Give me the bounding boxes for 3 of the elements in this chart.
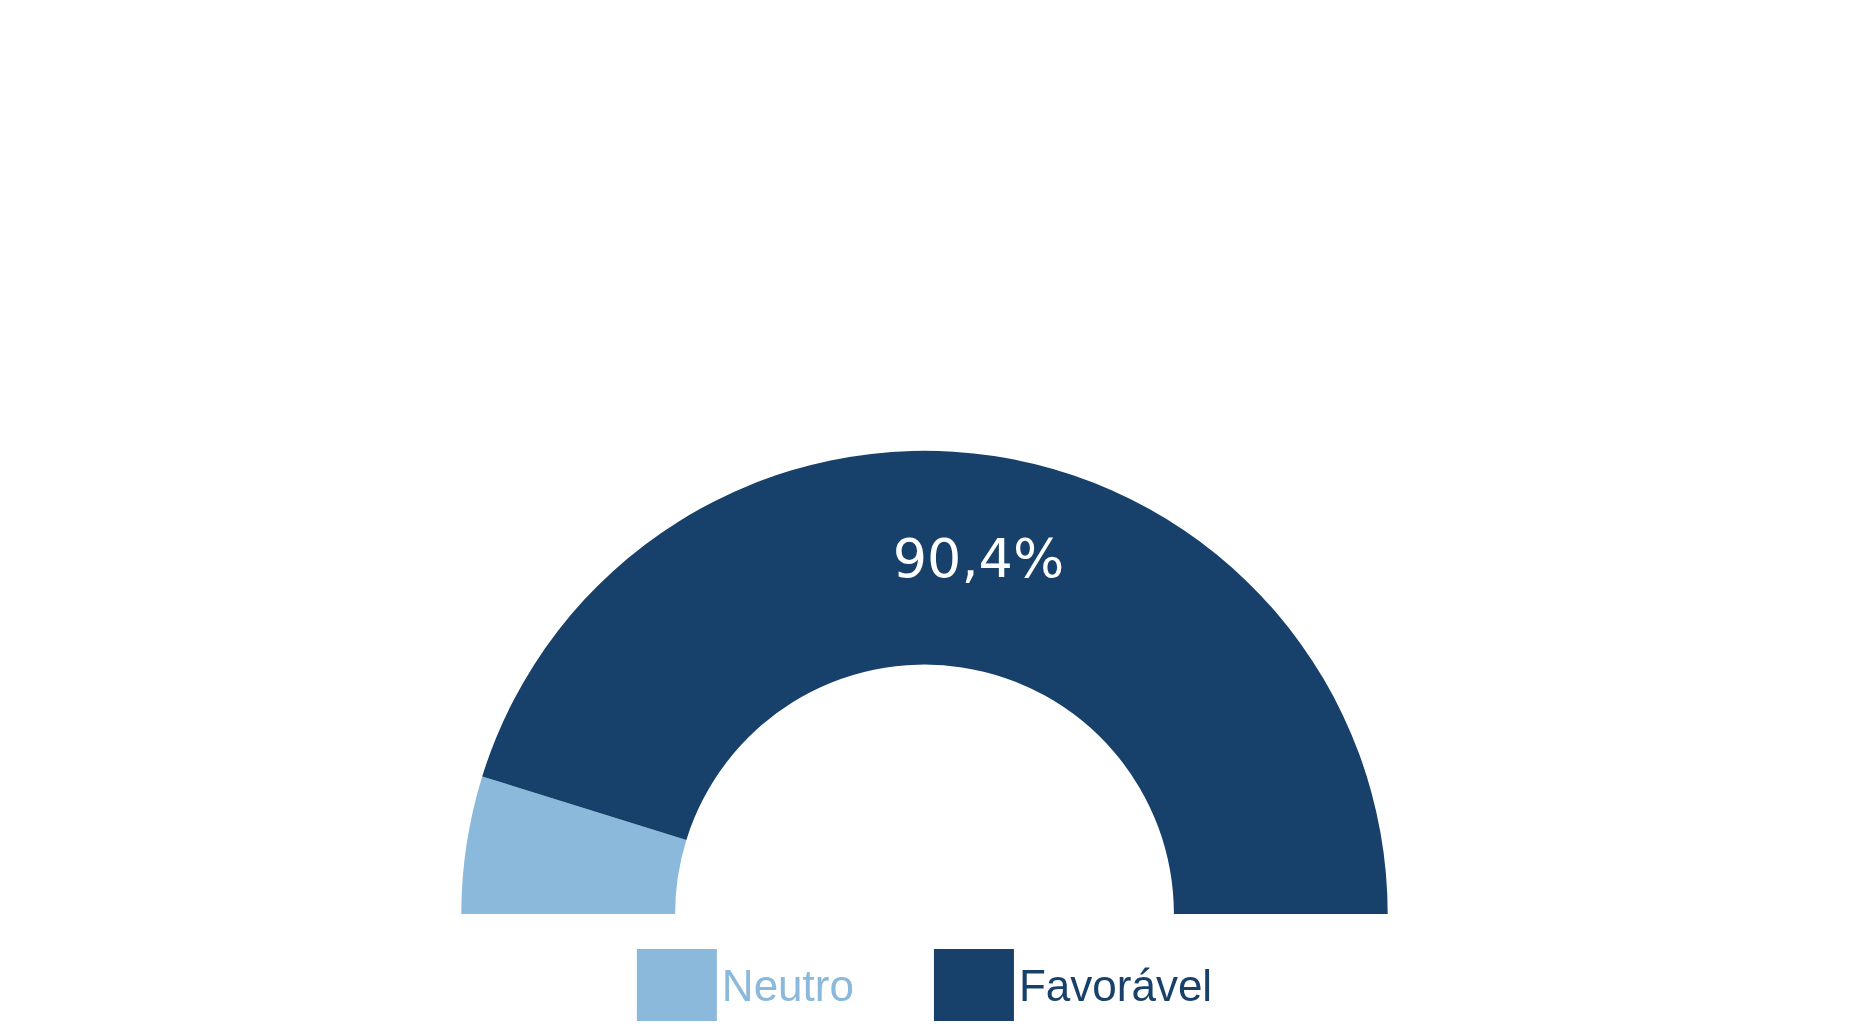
legend-label: Favorável [1018, 960, 1213, 1010]
data-label: 90,4% [892, 527, 1065, 591]
legend-label: Neutro [721, 960, 854, 1010]
